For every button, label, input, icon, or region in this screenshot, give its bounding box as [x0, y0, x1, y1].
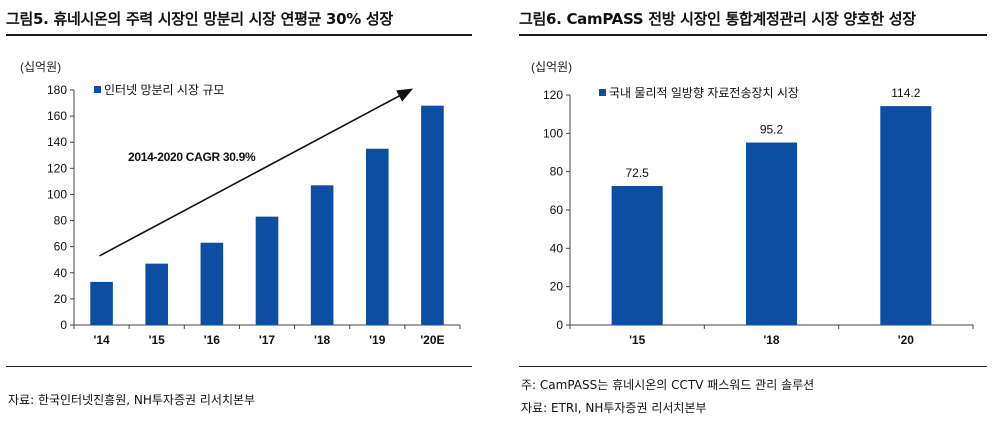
cagr-annotation: 2014-2020 CAGR 30.9%: [128, 150, 256, 164]
y-tick-label: 160: [47, 109, 67, 123]
x-tick-label: '18: [763, 333, 780, 347]
y-tick-label: 20: [550, 280, 564, 294]
x-tick-label: '14: [93, 333, 110, 347]
bar: [611, 186, 663, 325]
y-tick-label: 40: [54, 266, 68, 280]
bar: [880, 106, 932, 325]
bar: [200, 242, 224, 325]
x-tick-label: '16: [204, 333, 221, 347]
y-tick-label: 120: [543, 88, 563, 102]
figure-5-title: 그림5. 휴네시온의 주력 시장인 망분리 시장 연평균 30% 성장: [6, 10, 393, 28]
y-tick-label: 140: [47, 135, 67, 149]
y-tick-label: 60: [54, 240, 68, 254]
y-tick-label: 100: [543, 126, 563, 140]
legend-label: 인터넷 망분리 시장 규모: [104, 83, 224, 97]
x-tick-label: '20E: [420, 333, 444, 347]
x-tick-label: '18: [314, 333, 331, 347]
x-tick-label: '15: [149, 333, 166, 347]
legend-swatch: [94, 86, 101, 93]
data-label: 114.2: [891, 86, 920, 100]
y-tick-label: 100: [47, 187, 67, 201]
figure-5-top-rule: [6, 34, 472, 36]
figure-5-bottom-rule: [6, 366, 472, 367]
y-tick-label: 80: [550, 165, 564, 179]
y-tick-label: 60: [550, 203, 564, 217]
x-tick-label: '15: [629, 333, 646, 347]
figure-6-note: 주: CamPASS는 휴네시온의 CCTV 패스워드 관리 솔루션: [521, 378, 815, 392]
y-tick-label: 0: [556, 318, 563, 332]
figure-5-panel: 그림5. 휴네시온의 주력 시장인 망분리 시장 연평균 30% 성장 (십억원…: [0, 0, 478, 430]
figure-6-source: 자료: ETRI, NH투자증권 리서치본부: [521, 401, 707, 415]
bar: [255, 216, 279, 325]
figure-5-chart: (십억원) 0 20 40 60 80 100 120 140 160 180 '14 '15 '16 '1…: [20, 60, 461, 347]
figure-6-title: 그림6. CamPASS 전방 시장인 통합계정관리 시장 양호한 성장: [519, 10, 916, 28]
y-tick-label: 20: [54, 292, 68, 306]
legend-label: 국내 물리적 일방향 자료전송장치 시장: [609, 86, 799, 100]
figure-6-panel: 그림6. CamPASS 전방 시장인 통합계정관리 시장 양호한 성장 (십억…: [513, 0, 993, 430]
unit-label: (십억원): [20, 60, 61, 74]
y-tick-label: 120: [47, 161, 67, 175]
bar: [421, 105, 444, 326]
y-tick-label: 80: [54, 214, 68, 228]
y-tick-label: 0: [60, 318, 67, 332]
figure-5-source: 자료: 한국인터넷진흥원, NH투자증권 리서치본부: [8, 393, 256, 407]
x-tick-label: '19: [369, 333, 386, 347]
bar: [90, 281, 113, 325]
bar: [365, 148, 389, 325]
data-label: 95.2: [760, 123, 784, 137]
figure-6-top-rule: [519, 34, 987, 36]
cagr-arrow: [99, 88, 414, 257]
figure-6-chart: (십억원) 0 20 40 60 80 100 120 '15 72.5 '18 95.2 '20 114…: [531, 60, 974, 347]
unit-label: (십억원): [531, 60, 572, 74]
data-label: 72.5: [625, 166, 649, 180]
y-tick-label: 180: [47, 83, 67, 97]
bar: [145, 263, 169, 325]
y-tick-label: 40: [550, 241, 564, 255]
bar: [745, 142, 798, 325]
x-tick-label: '20: [898, 333, 915, 347]
legend-swatch: [599, 89, 606, 96]
bar: [310, 185, 334, 325]
figure-6-bottom-rule: [519, 366, 987, 367]
x-tick-label: '17: [259, 333, 276, 347]
